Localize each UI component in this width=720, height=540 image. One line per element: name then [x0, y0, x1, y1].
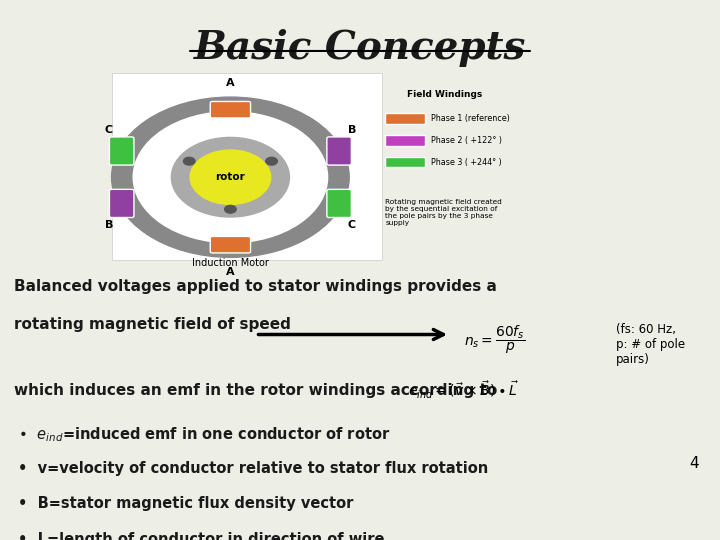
- Text: 4: 4: [689, 456, 698, 471]
- Text: C: C: [348, 220, 356, 229]
- Text: rotating magnetic field of speed: rotating magnetic field of speed: [14, 317, 292, 332]
- FancyBboxPatch shape: [385, 113, 425, 124]
- Text: B: B: [104, 220, 113, 229]
- Text: $e_{ind} = (\vec{v}\times\vec{B})\bullet\vec{L}$: $e_{ind} = (\vec{v}\times\vec{B})\bullet…: [408, 380, 519, 401]
- Text: Rotating magnetic field created
by the sequential excitation of
the pole pairs b: Rotating magnetic field created by the s…: [385, 199, 502, 226]
- Circle shape: [112, 97, 349, 258]
- Text: Field Windings: Field Windings: [407, 90, 482, 99]
- Text: •  B=stator magnetic flux density vector: • B=stator magnetic flux density vector: [18, 496, 354, 511]
- Text: •  L=length of conductor in direction of wire: • L=length of conductor in direction of …: [18, 531, 384, 540]
- Text: •  v=velocity of conductor relative to stator flux rotation: • v=velocity of conductor relative to st…: [18, 461, 488, 476]
- Text: Basic Concepts: Basic Concepts: [194, 29, 526, 67]
- FancyBboxPatch shape: [327, 190, 351, 218]
- Text: Phase 3 ( +244° ): Phase 3 ( +244° ): [431, 158, 501, 167]
- FancyBboxPatch shape: [109, 137, 134, 165]
- Circle shape: [190, 150, 271, 205]
- Circle shape: [171, 137, 289, 217]
- Text: B: B: [348, 125, 356, 135]
- Text: C: C: [104, 125, 113, 135]
- Text: rotor: rotor: [215, 172, 246, 182]
- Circle shape: [184, 157, 195, 165]
- Text: Induction Motor: Induction Motor: [192, 258, 269, 268]
- Text: •  $e_{ind}$=induced emf in one conductor of rotor: • $e_{ind}$=induced emf in one conductor…: [18, 426, 390, 444]
- Text: $n_s = \dfrac{60f_s}{p}$: $n_s = \dfrac{60f_s}{p}$: [464, 323, 526, 356]
- Text: Balanced voltages applied to stator windings provides a: Balanced voltages applied to stator wind…: [14, 279, 498, 294]
- Text: (fs: 60 Hz,
p: # of pole
pairs): (fs: 60 Hz, p: # of pole pairs): [616, 323, 685, 366]
- Text: which induces an emf in the rotor windings according to: which induces an emf in the rotor windin…: [14, 382, 498, 397]
- Text: Phase 2 ( +122° ): Phase 2 ( +122° ): [431, 136, 502, 145]
- Text: A: A: [226, 267, 235, 277]
- FancyBboxPatch shape: [385, 157, 425, 167]
- FancyBboxPatch shape: [385, 135, 425, 146]
- Circle shape: [225, 205, 236, 213]
- Text: A: A: [226, 78, 235, 87]
- FancyBboxPatch shape: [210, 102, 251, 118]
- FancyBboxPatch shape: [210, 237, 251, 253]
- FancyBboxPatch shape: [109, 190, 134, 218]
- FancyBboxPatch shape: [327, 137, 351, 165]
- Text: Phase 1 (reference): Phase 1 (reference): [431, 114, 510, 123]
- FancyBboxPatch shape: [112, 73, 382, 260]
- Circle shape: [133, 112, 328, 243]
- Circle shape: [266, 157, 277, 165]
